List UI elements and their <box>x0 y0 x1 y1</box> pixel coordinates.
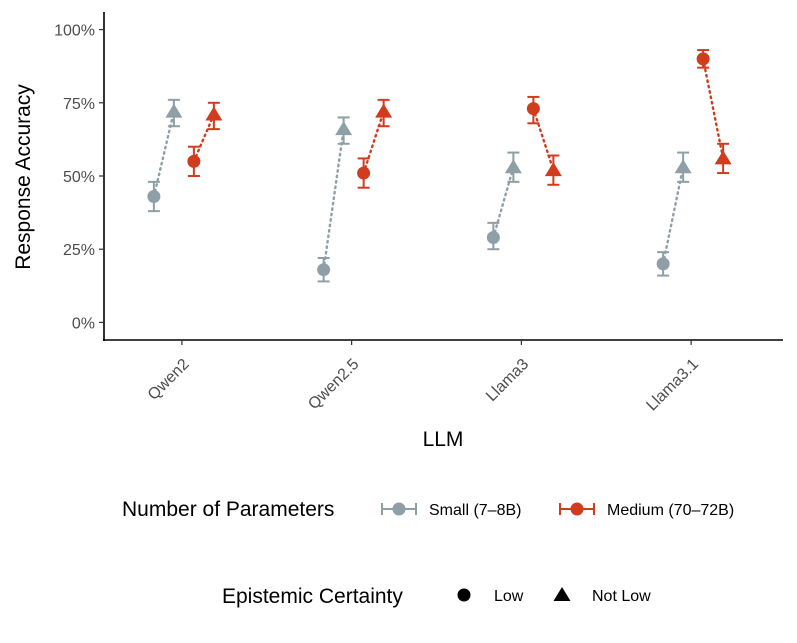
y-tick-label: 100% <box>54 23 95 40</box>
x-axis-title: LLM <box>423 428 464 451</box>
axes: Response Accuracy LLM 0% 25% 50% 75% 100% Qwe… <box>12 12 783 451</box>
y-tick-label: 25% <box>63 242 95 259</box>
y-tick-label: 50% <box>63 169 95 186</box>
connector-line <box>492 166 515 239</box>
point-small-not-low <box>335 121 353 136</box>
point-small-not-low <box>165 103 183 118</box>
point-medium-not-low <box>544 162 562 177</box>
connector-line <box>362 110 385 175</box>
point-medium-not-low <box>205 106 223 121</box>
y-tick-label: 75% <box>63 96 95 113</box>
connector-line <box>152 110 176 198</box>
x-tick-label: Qwen2.5 <box>305 356 362 413</box>
x-tick-label: Llama3 <box>483 356 532 405</box>
legend-label-small: Small (7–8B) <box>429 502 521 519</box>
legend-parameters: Number of Parameters Small (7–8B) Medium … <box>122 498 734 521</box>
legend-circle-icon <box>457 588 471 602</box>
legend-label-not-low: Not Low <box>592 588 651 605</box>
connector-line <box>322 127 345 271</box>
x-tick-label: Qwen2 <box>145 356 193 404</box>
point-small-low <box>147 190 161 203</box>
legend-certainty: Epistemic Certainty Low Not Low <box>222 585 651 608</box>
point-medium-low <box>357 166 371 180</box>
y-axis-title: Response Accuracy <box>12 84 35 270</box>
point-small-not-low <box>504 159 522 174</box>
point-medium-not-low <box>714 150 732 165</box>
legend-parameters-title: Number of Parameters <box>122 498 334 521</box>
point-medium-not-low <box>375 103 393 118</box>
legend-label-medium: Medium (70–72B) <box>607 502 734 519</box>
legend-label-low: Low <box>494 588 524 605</box>
point-small-not-low <box>674 159 692 174</box>
legend-certainty-title: Epistemic Certainty <box>222 585 403 608</box>
connector-line <box>532 107 555 172</box>
x-tick-label: Llama3.1 <box>643 356 702 415</box>
plot-marks <box>147 49 732 283</box>
point-small-low <box>656 257 670 271</box>
legend-key-point <box>392 502 406 516</box>
connector-line <box>701 57 725 160</box>
legend-key-point <box>570 502 584 516</box>
point-medium-low <box>696 52 710 66</box>
point-small-low <box>486 231 500 244</box>
point-medium-low <box>187 154 201 168</box>
connector-line <box>192 113 216 163</box>
point-small-low <box>317 263 331 277</box>
connector-line <box>661 166 685 266</box>
point-medium-low <box>526 102 540 116</box>
legend-triangle-icon <box>553 587 571 601</box>
y-tick-label: 0% <box>72 315 95 332</box>
